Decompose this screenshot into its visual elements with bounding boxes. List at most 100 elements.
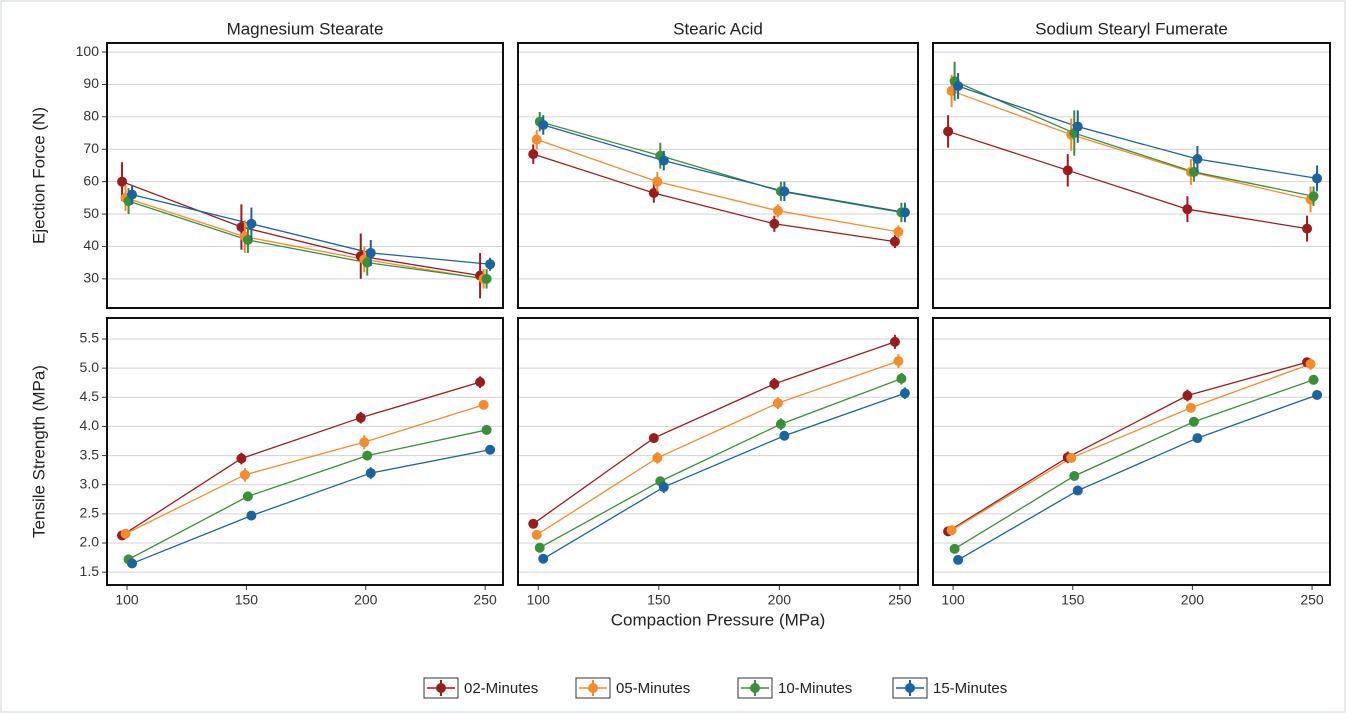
point	[1192, 433, 1203, 444]
panel-border	[517, 42, 919, 309]
y-tick-label: 4.0	[80, 417, 100, 433]
series-line	[947, 130, 1308, 230]
point	[946, 525, 957, 536]
series-line	[951, 90, 1311, 201]
series-line	[539, 378, 902, 549]
legend-label: 05-Minutes	[616, 680, 690, 697]
y-tick-label: 1.5	[80, 563, 100, 579]
point	[1305, 359, 1316, 370]
point	[893, 226, 904, 237]
panel-background	[933, 318, 1330, 585]
legend-dot	[588, 683, 598, 693]
point	[362, 450, 373, 461]
panel-border	[932, 42, 1331, 309]
point	[359, 437, 370, 448]
x-tick-label: 250	[473, 592, 497, 608]
y-tick-label: 3.0	[80, 475, 100, 491]
point	[779, 186, 790, 197]
panel-background	[518, 318, 918, 585]
point	[236, 453, 247, 464]
x-tick-label: 100	[115, 592, 139, 608]
point	[889, 236, 900, 247]
point	[127, 558, 138, 569]
legend-dot	[905, 683, 915, 693]
y-tick-label: 60	[83, 172, 99, 188]
y-axis-label: Ejection Force (N)	[29, 107, 48, 244]
point	[899, 207, 910, 218]
y-tick-label: 4.5	[80, 388, 100, 404]
point	[896, 373, 907, 384]
y-tick-label: 3.5	[80, 446, 100, 462]
legend-dot	[750, 683, 760, 693]
x-tick-label: 150	[647, 592, 671, 608]
y-tick-label: 30	[83, 270, 99, 286]
point	[127, 189, 138, 200]
panel-background	[933, 43, 1330, 308]
series-line	[543, 124, 906, 214]
point	[1072, 121, 1083, 132]
series-line	[125, 197, 484, 280]
series-line	[536, 360, 899, 536]
point	[528, 149, 539, 160]
point	[648, 433, 659, 444]
series-line	[128, 200, 487, 280]
panel-border	[932, 317, 1331, 586]
point	[365, 468, 376, 479]
point	[772, 205, 783, 216]
point	[652, 452, 663, 463]
point	[1182, 390, 1193, 401]
point	[899, 388, 910, 399]
x-tick-label: 200	[768, 592, 792, 608]
series-line	[951, 363, 1311, 531]
series-line	[533, 153, 896, 243]
point	[1308, 374, 1319, 385]
point	[953, 554, 964, 565]
point	[481, 424, 492, 435]
panel-background	[518, 43, 918, 308]
panel-background	[107, 43, 503, 308]
y-tick-label: 2.0	[80, 534, 100, 550]
point	[949, 543, 960, 554]
legend-label: 10-Minutes	[778, 680, 852, 697]
y-tick-label: 2.5	[80, 505, 100, 521]
series-line	[536, 138, 899, 233]
y-axis-label: Tensile Strength (MPa)	[29, 365, 48, 538]
legend-label: 15-Minutes	[933, 680, 1007, 697]
point	[242, 491, 253, 502]
y-tick-label: 70	[83, 140, 99, 156]
x-tick-label: 100	[941, 592, 965, 608]
point	[772, 398, 783, 409]
point	[120, 528, 131, 539]
series-line	[957, 85, 1318, 180]
point	[943, 126, 954, 137]
point	[1192, 153, 1203, 164]
y-tick-label: 40	[83, 237, 99, 253]
panel-border	[106, 42, 504, 309]
series-line	[131, 193, 491, 265]
series-line	[128, 429, 487, 560]
strip-title: Magnesium Stearate	[227, 19, 384, 38]
panel-border	[517, 317, 919, 586]
point	[239, 469, 250, 480]
series-line	[954, 379, 1314, 550]
x-tick-label: 150	[235, 592, 259, 608]
legend-label: 02-Minutes	[464, 680, 538, 697]
point	[769, 378, 780, 389]
point	[953, 81, 964, 92]
legend-dot	[436, 683, 446, 693]
point	[779, 430, 790, 441]
y-tick-label: 90	[83, 75, 99, 91]
point	[246, 218, 257, 229]
point	[769, 218, 780, 229]
x-tick-label: 250	[1300, 592, 1324, 608]
y-tick-label: 80	[83, 108, 99, 124]
point	[478, 399, 489, 410]
x-tick-label: 250	[888, 592, 912, 608]
point	[1066, 452, 1077, 463]
point	[534, 542, 545, 553]
point	[538, 553, 549, 564]
point	[658, 482, 669, 493]
point	[538, 119, 549, 130]
point	[1062, 165, 1073, 176]
